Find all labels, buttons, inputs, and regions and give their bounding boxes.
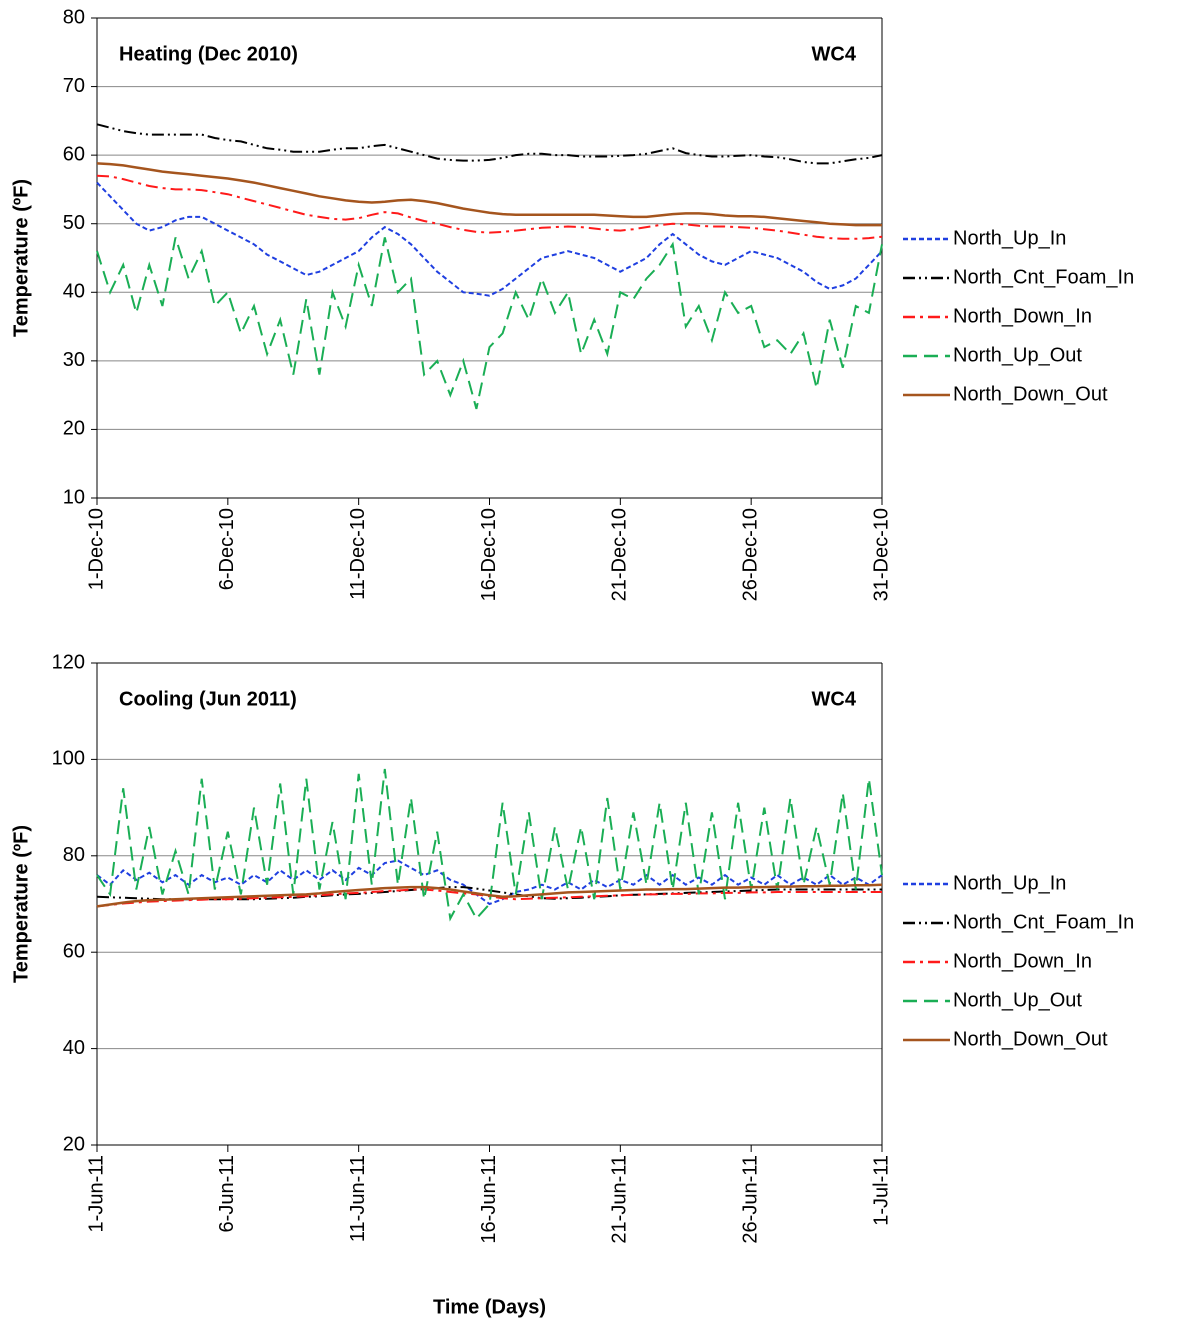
legend-label: North_Down_Out: [953, 1028, 1108, 1050]
y-tick-label: 120: [52, 651, 85, 673]
y-tick-label: 60: [63, 143, 85, 165]
y-tick-label: 10: [63, 486, 85, 508]
series-line: [96, 162, 882, 227]
y-tick-label: 20: [63, 1133, 85, 1155]
y-tick-label: 80: [63, 6, 85, 28]
y-tick-label: 40: [63, 1037, 85, 1059]
x-tick-label: 1-Jun-11: [85, 1155, 107, 1232]
x-tick-label: 6-Dec-10: [216, 508, 238, 590]
x-tick-label: 1-Jul-11: [870, 1155, 892, 1226]
x-tick-label: 31-Dec-10: [870, 508, 892, 601]
y-tick-label: 20: [63, 418, 85, 440]
x-tick-label: 21-Dec-10: [609, 508, 631, 601]
series-line: [96, 859, 883, 906]
legend-label: North_Up_In: [953, 227, 1066, 249]
series-line: [96, 181, 883, 297]
annotation-label: WC4: [812, 43, 857, 65]
legend-label: North_Down_Out: [953, 383, 1108, 405]
legend-label: North_Up_In: [953, 872, 1066, 894]
legend-label: North_Cnt_Foam_In: [953, 911, 1134, 933]
annotation: Heating (Dec 2010): [119, 43, 298, 65]
y-tick-label: 60: [63, 940, 85, 962]
series-line: [96, 883, 883, 908]
annotation-label: WC4: [812, 688, 857, 710]
x-tick-label: 16-Jun-11: [478, 1155, 500, 1244]
y-tick-label: 70: [63, 75, 85, 97]
x-tick-label: 1-Dec-10: [85, 508, 107, 590]
legend-label: North_Up_Out: [953, 989, 1082, 1011]
x-tick-label: 21-Jun-11: [609, 1155, 631, 1244]
y-tick-label: 50: [63, 212, 85, 234]
legend-label: North_Down_In: [953, 950, 1092, 972]
x-tick-label: 16-Dec-10: [478, 508, 500, 601]
legend-label: North_Up_Out: [953, 344, 1082, 366]
y-axis-title: Temperature (ºF): [10, 179, 32, 337]
series-line: [96, 886, 882, 901]
legend-label: North_Cnt_Foam_In: [953, 266, 1134, 288]
y-tick-label: 100: [52, 748, 85, 770]
y-tick-label: 30: [63, 349, 85, 371]
y-tick-label: 40: [63, 281, 85, 303]
series-line: [96, 237, 883, 410]
series-line: [96, 174, 883, 240]
x-tick-label: 26-Dec-10: [739, 508, 761, 601]
y-axis-title: Temperature (ºF): [10, 825, 32, 983]
x-axis-title: Time (Days): [433, 1296, 546, 1318]
annotation: Cooling (Jun 2011): [119, 688, 297, 710]
x-tick-label: 26-Jun-11: [739, 1155, 761, 1244]
x-tick-label: 11-Jun-11: [347, 1155, 369, 1242]
legend-label: North_Down_In: [953, 305, 1092, 327]
series-line: [96, 768, 883, 922]
y-tick-label: 80: [63, 844, 85, 866]
x-tick-label: 11-Dec-10: [347, 508, 369, 600]
x-tick-label: 6-Jun-11: [216, 1155, 238, 1232]
series-line: [96, 123, 883, 165]
